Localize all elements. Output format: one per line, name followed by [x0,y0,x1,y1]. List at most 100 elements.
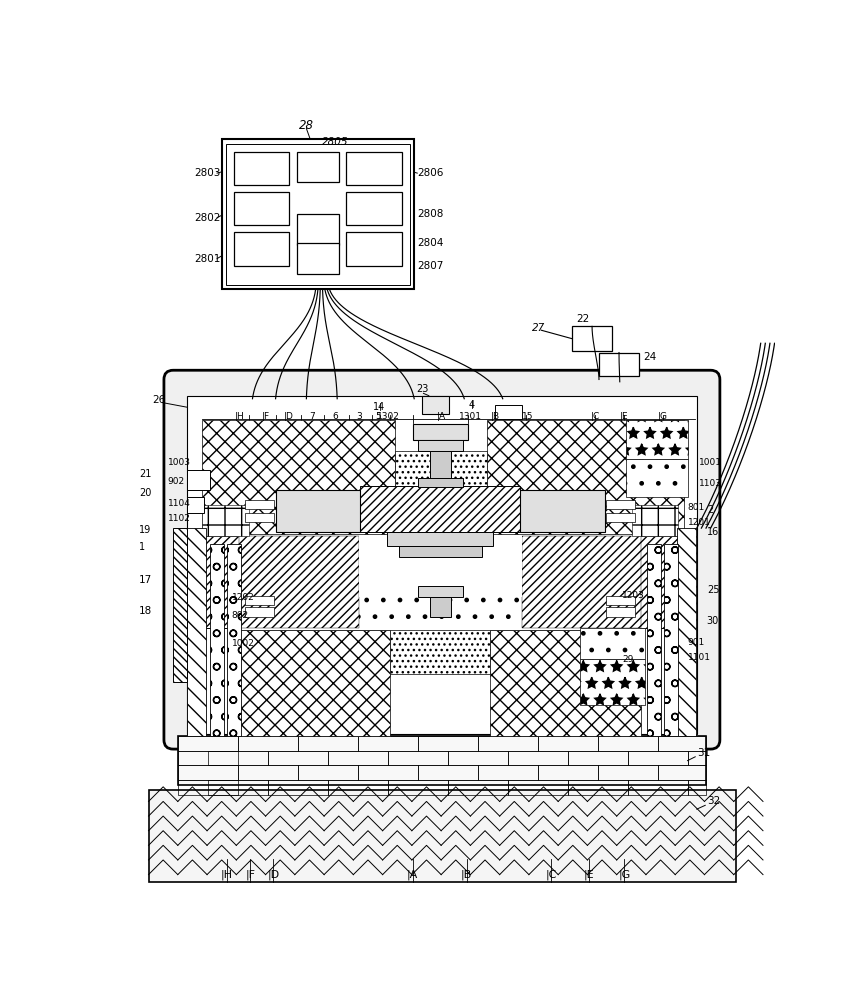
Bar [418,440,463,451]
Bar [275,490,360,532]
Bar [508,751,568,765]
Text: 27: 27 [532,323,545,333]
Text: 1103: 1103 [699,479,722,488]
Bar [328,780,388,795]
Bar [187,470,210,490]
Bar [413,424,468,440]
Bar [227,544,241,736]
Text: 14: 14 [374,402,386,412]
Text: 2803: 2803 [194,168,220,178]
Bar [346,232,402,266]
Text: 30: 30 [707,615,719,626]
Bar [632,505,678,536]
Bar [239,630,389,736]
Text: 17: 17 [139,575,153,585]
Bar [388,780,448,795]
Text: |E: |E [620,412,629,421]
Bar [490,630,640,736]
Bar [448,751,508,765]
Bar [689,751,706,765]
Bar [148,790,736,882]
Bar [628,751,689,765]
Bar [178,765,238,780]
Bar [346,192,402,225]
Bar [187,497,204,513]
Text: 801: 801 [688,503,705,512]
Bar [387,532,494,546]
Bar [598,765,658,780]
Text: 2806: 2806 [418,168,444,178]
Bar [689,780,706,795]
Bar [539,765,598,780]
Text: |D: |D [268,869,280,880]
Bar [226,144,410,285]
Text: 1104: 1104 [167,499,191,508]
Text: 2804: 2804 [418,238,444,248]
Text: 1102: 1102 [167,514,191,523]
Text: 24: 24 [643,352,656,362]
Text: 1: 1 [139,542,146,552]
Text: 6: 6 [332,412,337,421]
Bar [238,736,298,751]
Bar [208,751,268,765]
Text: 16: 16 [707,527,719,537]
Bar [187,396,696,734]
Text: |B: |B [490,412,500,421]
Bar [478,736,539,751]
Text: 2802: 2802 [194,213,220,223]
Text: 1201: 1201 [688,518,710,527]
Bar [328,751,388,765]
Text: 2808: 2808 [418,209,444,219]
Text: 5: 5 [375,412,381,421]
Bar [606,500,635,509]
Text: |C: |C [590,412,600,421]
Text: |H: |H [235,412,244,421]
Text: 26: 26 [153,395,166,405]
Text: 3: 3 [356,412,362,421]
Bar [422,396,449,414]
Text: 902: 902 [167,477,185,486]
Text: 2801: 2801 [194,254,220,264]
Bar [178,780,238,795]
Text: |D: |D [284,412,293,421]
Text: 20: 20 [139,488,152,498]
Text: |G: |G [658,412,668,421]
Text: |H: |H [221,869,233,880]
Bar [222,139,414,289]
Bar [418,736,478,751]
Bar [448,780,508,795]
Bar [488,420,683,534]
Bar [268,780,328,795]
Text: 22: 22 [576,314,589,324]
Bar [187,536,696,628]
Text: 802: 802 [231,611,249,620]
Bar [626,420,688,459]
Text: 1003: 1003 [167,458,191,467]
Bar [388,751,448,765]
Bar [203,420,395,534]
Bar [239,586,639,630]
Bar [389,628,489,674]
Bar [580,659,646,705]
Bar [658,765,706,780]
Text: 901: 901 [688,638,705,647]
Bar [495,405,522,419]
Bar [178,751,238,765]
Bar [478,765,539,780]
Bar [187,528,206,736]
Text: 32: 32 [707,796,720,806]
Bar [418,586,463,597]
Text: 2805: 2805 [322,137,349,147]
Bar [606,607,635,617]
Bar [245,607,274,617]
Bar [606,513,635,522]
Bar [268,751,328,765]
Bar [173,528,187,682]
Text: 1002: 1002 [231,639,255,648]
Bar [572,326,612,351]
Bar [298,736,358,751]
Text: 1302: 1302 [377,412,400,421]
Bar [358,765,418,780]
Bar [298,765,358,780]
Bar [646,544,660,736]
